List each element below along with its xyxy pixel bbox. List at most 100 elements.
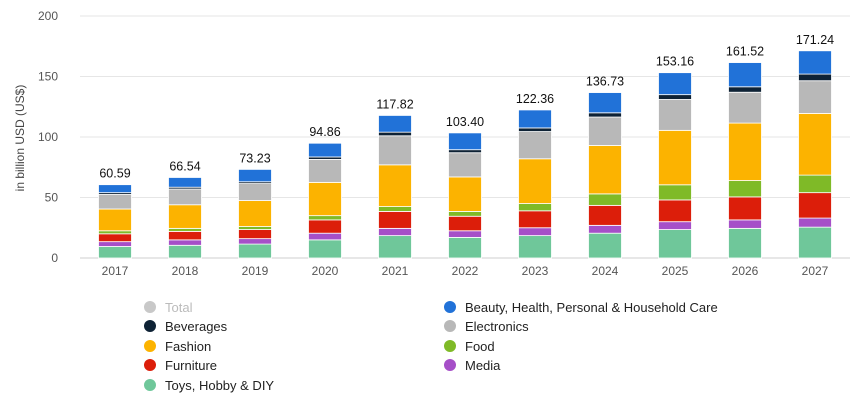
bar-2019-media	[238, 238, 272, 245]
x-tick-label-2024: 2024	[592, 264, 619, 278]
bar-2026-electronics	[728, 91, 762, 124]
bar-2026-toys	[728, 227, 762, 259]
bar-2017-food	[98, 230, 132, 235]
total-label-2024: 136.73	[586, 75, 624, 89]
bar-2024-furniture	[588, 204, 622, 226]
bar-2027-furniture	[798, 192, 832, 219]
bar-2025-electronics	[658, 99, 692, 131]
bar-2020-food	[308, 215, 342, 221]
bar-2022-media	[448, 230, 482, 238]
bar-2023-fashion	[518, 158, 552, 204]
bar-2023-electronics	[518, 131, 552, 160]
bar-2019-furniture	[238, 229, 272, 240]
bar-2017-fashion	[98, 208, 132, 232]
x-tick-label-2022: 2022	[452, 264, 479, 278]
total-label-2019: 73.23	[239, 151, 270, 165]
bars	[98, 50, 832, 259]
bar-2022-toys	[448, 237, 482, 259]
bar-2027-beauty	[798, 50, 832, 75]
bar-2022-beverages	[448, 149, 482, 154]
bar-2018-toys	[168, 244, 202, 259]
total-label-2026: 161.52	[726, 45, 764, 59]
bar-2017-electronics	[98, 194, 132, 210]
bar-2020-media	[308, 232, 342, 241]
bar-2025-beauty	[658, 72, 692, 96]
bar-2025-media	[658, 221, 692, 230]
bar-2025-food	[658, 184, 692, 201]
bar-2021-toys	[378, 235, 412, 259]
bar-2026-beverages	[728, 86, 762, 93]
x-tick-label-2021: 2021	[382, 264, 409, 278]
bar-2018-food	[168, 227, 202, 232]
bar-2017-toys	[98, 246, 132, 259]
bar-2017-beauty	[98, 184, 132, 194]
bar-2020-beauty	[308, 142, 342, 158]
y-tick-label-150: 150	[38, 70, 58, 84]
bar-2027-electronics	[798, 80, 832, 114]
bar-2026-beauty	[728, 62, 762, 88]
bar-2021-food	[378, 206, 412, 212]
bar-2018-beauty	[168, 177, 202, 188]
bar-2024-media	[588, 224, 622, 234]
bar-2020-furniture	[308, 219, 342, 234]
y-tick-label-200: 200	[38, 9, 58, 23]
x-tick-label-2019: 2019	[242, 264, 269, 278]
bar-2023-furniture	[518, 210, 552, 229]
bar-2020-electronics	[308, 158, 342, 183]
bar-2020-fashion	[308, 181, 342, 217]
bar-2024-electronics	[588, 116, 622, 146]
x-tick-label-2027: 2027	[802, 264, 829, 278]
bar-2023-beverages	[518, 127, 552, 132]
bar-2023-toys	[518, 235, 552, 259]
bar-2025-fashion	[658, 129, 692, 186]
bar-2022-electronics	[448, 152, 482, 178]
bar-2025-furniture	[658, 199, 692, 223]
bar-2018-electronics	[168, 188, 202, 206]
bar-2019-electronics	[238, 183, 272, 201]
bar-2020-toys	[308, 239, 342, 259]
total-label-2021: 117.82	[376, 97, 413, 111]
bar-2024-food	[588, 193, 622, 206]
bar-2024-beverages	[588, 112, 622, 118]
total-label-2018: 66.54	[169, 159, 200, 173]
bar-2018-furniture	[168, 230, 202, 241]
bar-2021-media	[378, 227, 412, 237]
bar-2022-furniture	[448, 215, 482, 232]
bar-2021-electronics	[378, 135, 412, 166]
y-tick-label-100: 100	[38, 130, 58, 144]
bar-2019-food	[238, 226, 272, 230]
bar-2027-beverages	[798, 73, 832, 82]
x-tick-label-2020: 2020	[312, 264, 339, 278]
bar-2027-toys	[798, 226, 832, 259]
bar-2025-beverages	[658, 94, 692, 100]
y-axis-title: in billion USD (US$)	[13, 85, 27, 192]
bar-2021-beverages	[378, 131, 412, 137]
x-tick-label-2026: 2026	[732, 264, 759, 278]
bar-2024-fashion	[588, 145, 622, 195]
bar-2022-beauty	[448, 132, 482, 151]
bar-2021-beauty	[378, 115, 412, 133]
bar-2027-food	[798, 174, 832, 194]
total-label-2025: 153.16	[656, 55, 694, 69]
bar-2024-toys	[588, 232, 622, 259]
x-axis: 2017 2018 2019 2020 2021 2022 2023 2024 2025 2026…	[102, 264, 829, 278]
bar-2019-toys	[238, 243, 272, 259]
bar-2026-media	[728, 219, 762, 229]
bar-2023-beauty	[518, 109, 552, 129]
y-tick-label-50: 50	[45, 191, 59, 205]
bar-2021-fashion	[378, 164, 412, 207]
bar-2025-toys	[658, 229, 692, 259]
x-tick-label-2025: 2025	[662, 264, 689, 278]
bar-2022-food	[448, 211, 482, 217]
total-label-2020: 94.86	[309, 125, 340, 139]
bar-2027-media	[798, 217, 832, 228]
bar-2023-food	[518, 203, 552, 212]
bar-2026-furniture	[728, 196, 762, 221]
bar-2019-fashion	[238, 200, 272, 227]
bar-2024-beauty	[588, 92, 622, 114]
bar-2017-furniture	[98, 233, 132, 243]
bar-2019-beauty	[238, 168, 272, 183]
bar-2017-media	[98, 241, 132, 247]
total-label-2022: 103.40	[446, 115, 484, 129]
